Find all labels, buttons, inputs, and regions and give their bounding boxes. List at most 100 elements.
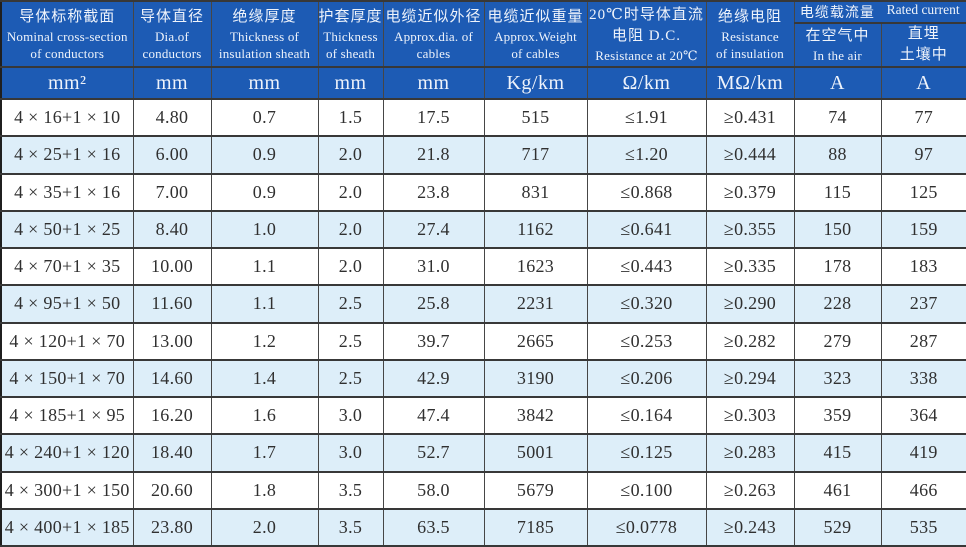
header-text-en: insulation sheath [218,45,311,61]
col-header-buried-in-soil: 直埋 土壤中 [880,22,966,68]
table-cell: 47.4 [382,395,485,436]
header-text-zh: 绝缘厚度 [232,8,297,25]
table-cell: 3190 [483,358,588,399]
header-text-en: Thickness of [229,28,300,44]
col-header-sheath-thickness: 护套厚度 Thickness of sheath [317,0,384,68]
unit-cell: mm [382,66,485,100]
header-text-zh: 在空气中 [805,28,870,44]
header-text-en: Nominal cross-section [6,28,128,44]
unit-cell: Kg/km [483,66,588,100]
header-text-en: of conductors [30,45,105,61]
table-cell: 1.0 [210,209,319,250]
table-cell: 31.0 [382,246,485,287]
table-cell: 23.80 [132,507,212,547]
table-cell: ≥0.283 [705,433,795,473]
table-cell: 27.4 [382,209,485,250]
table-cell: ≥0.335 [705,246,795,287]
table-cell: 16.20 [132,395,212,436]
table-row: 4 × 16+1 × 10 4.80 0.7 1.5 17.5 515 ≤1.91 ≥0.43… [0,97,966,138]
unit-cell: Ω/km [586,66,707,100]
table-cell: 1162 [483,209,588,250]
col-header-insulation-resistance: 绝缘电阻 Resistance of insulation [705,0,795,68]
header-text-en: Resistance [721,28,779,44]
table-row: 4 × 35+1 × 16 7.00 0.9 2.0 23.8 831 ≤0.868 ≥0.3… [0,172,966,212]
table-cell: ≥0.263 [705,470,795,510]
table-cell: 125 [880,172,966,212]
table-cell: 0.9 [210,135,319,175]
header-text-en: Thickness [323,28,378,44]
table-row: 4 × 240+1 × 120 18.40 1.7 3.0 52.7 5001 ≤0.125… [0,433,966,473]
col-header-conductor-diameter: 导体直径 Dia.of conductors [132,0,212,68]
header-row-sub: 在空气中 In the air 直埋 土壤中 [1,22,966,68]
unit-cell: MΩ/km [705,66,795,100]
table-cell: 323 [793,358,882,399]
table-cell: 5001 [483,433,588,473]
table-row: 4 × 25+1 × 16 6.00 0.9 2.0 21.8 717 ≤1.20 ≥0.44… [0,135,966,175]
table-cell: 2.5 [317,321,384,361]
col-header-dc-resistance: 20℃时导体直流 电阻 D.C. Resistance at 20℃ [586,0,707,68]
table-cell: ≤1.91 [586,97,707,138]
table-cell: 359 [793,395,882,436]
table-cell: ≤0.164 [586,395,707,436]
table-cell: ≤0.125 [586,433,707,473]
table-cell: ≤0.0778 [586,507,707,547]
header-text-en: of cables [511,45,560,61]
table-cell: 1.1 [210,284,319,324]
table-cell: 3842 [483,395,588,436]
table-cell: 39.7 [382,321,485,361]
table-cell: 14.60 [132,358,212,399]
table-cell: 237 [880,284,966,324]
table-cell: 74 [793,97,882,138]
header-text-en: cables [416,45,451,61]
table-cell: 2.5 [317,284,384,324]
table-cell: ≥0.243 [705,507,795,547]
table-cell: 58.0 [382,470,485,510]
table-cell: 3.0 [317,395,384,436]
unit-row: mm² mm mm mm mm Kg/km Ω/km MΩ/km A A [0,66,966,100]
table-cell: 11.60 [132,284,212,324]
table-row: 4 × 70+1 × 35 10.00 1.1 2.0 31.0 1623 ≤0.443 ≥0… [0,246,966,287]
table-cell: 7185 [483,507,588,547]
header-text-zh: 电缆近似重量 [487,8,584,25]
table-row: 4 × 400+1 × 185 23.80 2.0 3.5 63.5 7185 ≤0.077… [0,507,966,547]
table-cell: 4 × 120+1 × 70 [0,321,134,361]
table-cell: ≥0.379 [705,172,795,212]
unit-cell: A [880,66,966,100]
header-text-en: of sheath [325,45,376,61]
table-cell: 0.9 [210,172,319,212]
header-text-zh: 导体直径 [139,8,204,25]
table-cell: 461 [793,470,882,510]
header-text-en: Approx.Weight [494,28,577,44]
table-cell: 52.7 [382,433,485,473]
header-row-main: 导体标称截面 Nominal cross-section of conducto… [0,0,966,68]
table-cell: 3.0 [317,433,384,473]
table-cell: ≥0.431 [705,97,795,138]
unit-cell: mm² [0,66,134,100]
table-cell: 2.0 [317,135,384,175]
col-header-in-the-air: 在空气中 In the air [793,22,882,68]
table-cell: 2.0 [317,209,384,250]
table-cell: 8.40 [132,209,212,250]
header-text-zh: 直埋 [907,26,940,42]
table-cell: 717 [483,135,588,175]
table-cell: 4 × 185+1 × 95 [0,395,134,436]
table-cell: 3.5 [317,470,384,510]
col-header-insulation-thickness: 绝缘厚度 Thickness of insulation sheath [210,0,319,68]
table-cell: 88 [793,135,882,175]
table-cell: 3.5 [317,507,384,547]
table-cell: 2665 [483,321,588,361]
table-cell: 159 [880,209,966,250]
table-cell: 338 [880,358,966,399]
table-cell: 6.00 [132,135,212,175]
header-text-zh: 电阻 D.C. [611,27,682,44]
header-text-en: Approx.dia. of [394,28,473,44]
table-cell: 18.40 [132,433,212,473]
table-cell: 466 [880,470,966,510]
table-cell: 831 [483,172,588,212]
table-cell: 1.1 [210,246,319,287]
header-text-en: Resistance at 20℃ [595,47,698,63]
header-text-zh: 20℃时导体直流 [589,6,704,23]
rated-current-label-zh: 电缆载流量 [799,6,875,21]
table-cell: 20.60 [132,470,212,510]
